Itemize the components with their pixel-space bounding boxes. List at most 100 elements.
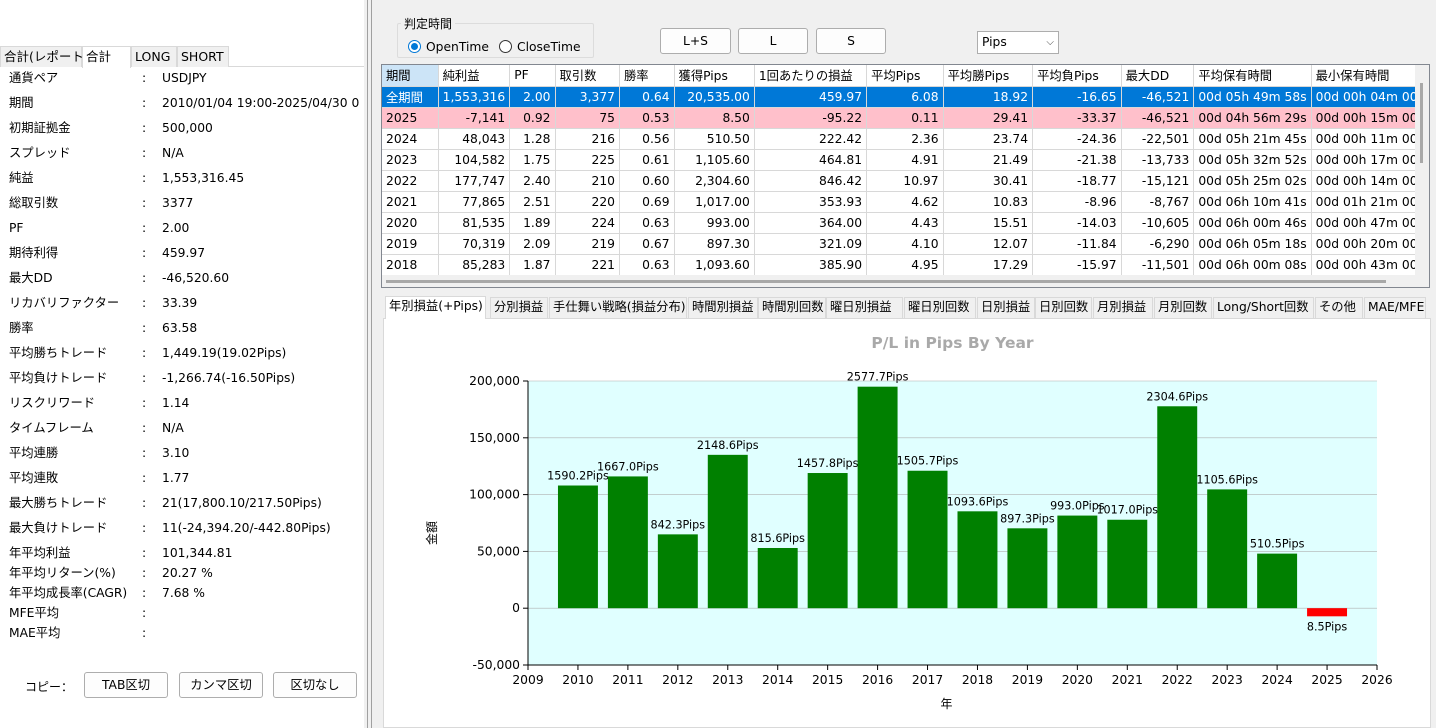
yearly-stats-grid[interactable]: 期間 純利益 PF 取引数 勝率 獲得Pips 1回あたりの損益 平均Pips 平均勝Pips 平… — [381, 64, 1430, 288]
table-cell: 104,582 — [438, 149, 511, 171]
unit-select[interactable]: Pips ⌵ — [977, 31, 1059, 54]
chart-tab[interactable]: MAE/MFE — [1364, 297, 1426, 318]
short-button[interactable]: S — [816, 28, 886, 54]
column-header[interactable]: 平均負Pips — [1032, 65, 1122, 87]
radio-opentime[interactable]: OpenTime — [408, 39, 489, 55]
bar — [757, 547, 798, 609]
column-header[interactable]: 期間 — [382, 65, 439, 87]
table-row[interactable]: 2025 -7,141 0.92 75 0.53 8.50 -95.22 0.11 29.41-… — [382, 107, 1429, 129]
stat-label: MFE平均 — [9, 606, 60, 620]
chart-tab[interactable]: 日別損益 — [977, 297, 1035, 318]
x-tick-label: 2020 — [1062, 673, 1093, 687]
table-cell: -21.38 — [1032, 149, 1122, 171]
column-header[interactable]: 最大DD — [1121, 65, 1195, 87]
table-cell: 897.30 — [674, 233, 755, 255]
chart-tab[interactable]: その他 — [1315, 297, 1363, 318]
table-row[interactable]: 2020 81,535 1.89 224 0.63 993.00 364.00 4.43 15.… — [382, 212, 1429, 234]
table-cell: 4.95 — [866, 254, 944, 276]
chart-tab[interactable]: 時間別回数 — [758, 297, 826, 318]
chart-tab[interactable]: 時間別損益 — [688, 297, 758, 318]
table-cell: 2019 — [382, 233, 439, 255]
table-row[interactable]: 全期間 1,553,316 2.00 3,377 0.64 20,535.00 459.97… — [382, 86, 1429, 108]
table-cell: 225 — [555, 149, 620, 171]
x-tick-label: 2009 — [512, 673, 543, 687]
table-cell: 321.09 — [754, 233, 868, 255]
table-cell: 219 — [555, 233, 620, 255]
tab-long[interactable]: LONG — [131, 46, 177, 67]
stat-separator: : — [142, 271, 147, 285]
column-header[interactable]: 平均勝Pips — [943, 65, 1034, 87]
stat-value: 7.68 % — [162, 586, 205, 600]
table-row[interactable]: 2022 177,747 2.40 210 0.60 2,304.60 846.42 10.9… — [382, 170, 1429, 192]
column-header[interactable]: 平均保有時間 — [1193, 65, 1312, 87]
table-row[interactable]: 2024 48,043 1.28 216 0.56 510.50 222.42 2.36 23.… — [382, 128, 1429, 150]
stat-label: 年平均成長率(CAGR) — [9, 586, 128, 600]
table-cell: 23.74 — [943, 128, 1034, 150]
y-tick-label: 50,000 — [477, 544, 520, 558]
copy-tab-button[interactable]: TAB区切 — [84, 672, 168, 698]
panel-splitter[interactable] — [364, 0, 376, 728]
column-header[interactable]: 純利益 — [438, 65, 511, 87]
stat-label: 平均負けトレード — [9, 371, 108, 385]
table-cell: 8.50 — [674, 107, 755, 129]
bar — [1257, 553, 1298, 609]
x-tick-label: 2015 — [812, 673, 843, 687]
stat-row: リスクリワード: 1.14 — [0, 393, 364, 413]
bar-data-label: 1590.2Pips — [547, 470, 609, 483]
chart-tab[interactable]: 月別損益 — [1093, 297, 1153, 318]
column-header[interactable]: 獲得Pips — [674, 65, 755, 87]
chart-tab[interactable]: 手仕舞い戦略(損益分布) — [549, 297, 687, 318]
chart-tab[interactable]: 曜日別損益 — [826, 297, 903, 318]
bar-data-label: 1105.6Pips — [1196, 473, 1258, 486]
stat-value: N/A — [162, 421, 184, 435]
table-cell: 510.50 — [674, 128, 755, 150]
vertical-scrollbar[interactable] — [1415, 65, 1429, 275]
stat-row: 期待利得: 459.97 — [0, 243, 364, 263]
bar — [1107, 519, 1148, 609]
chart-tab[interactable]: 日別回数 — [1035, 297, 1092, 318]
column-header[interactable]: PF — [509, 65, 556, 87]
column-header[interactable]: 取引数 — [555, 65, 620, 87]
table-cell: 222.42 — [754, 128, 868, 150]
chart-title: P/L in Pips By Year — [871, 334, 1034, 352]
column-header[interactable]: 勝率 — [619, 65, 675, 87]
table-cell: 459.97 — [754, 86, 868, 108]
table-cell: 2021 — [382, 191, 439, 213]
tab-total[interactable]: 合計 — [82, 46, 131, 68]
stat-value: USDJPY — [162, 71, 207, 85]
stat-row: スプレッド: N/A — [0, 143, 364, 163]
radio-closetime[interactable]: CloseTime — [499, 39, 581, 55]
chart-tab[interactable]: 分別損益 — [490, 297, 548, 318]
column-header[interactable]: 最小保有時間 — [1311, 65, 1429, 87]
chart-tab[interactable]: 月別回数 — [1154, 297, 1212, 318]
table-cell: 2.00 — [509, 86, 556, 108]
horizontal-scrollbar[interactable] — [382, 275, 1429, 287]
table-row[interactable]: 2019 70,319 2.09 219 0.67 897.30 321.09 4.10 12.… — [382, 233, 1429, 255]
stat-label: 年平均リターン(%) — [9, 566, 116, 580]
table-cell: 00d 00h 15m 00s — [1311, 107, 1429, 129]
copy-plain-button[interactable]: 区切なし — [273, 672, 357, 698]
table-cell: 48,043 — [438, 128, 511, 150]
table-cell: 00d 04h 56m 29s — [1193, 107, 1312, 129]
table-cell: 4.91 — [866, 149, 944, 171]
table-row[interactable]: 2018 85,283 1.87 221 0.63 1,093.60 385.90 4.95 1… — [382, 254, 1429, 276]
long-short-button[interactable]: L+S — [660, 28, 731, 54]
table-cell: 364.00 — [754, 212, 868, 234]
column-header[interactable]: 平均Pips — [866, 65, 944, 87]
copy-comma-button[interactable]: カンマ区切 — [179, 672, 263, 698]
table-cell: 0.92 — [509, 107, 556, 129]
chart-tab[interactable]: 曜日別回数 — [904, 297, 976, 318]
y-tick-label: -50,000 — [473, 658, 520, 672]
table-row[interactable]: 2023 104,582 1.75 225 0.61 1,105.60 464.81 4.91… — [382, 149, 1429, 171]
stat-value: 1,449.19(19.02Pips) — [162, 346, 287, 360]
chart-tab[interactable]: Long/Short回数 — [1213, 297, 1314, 318]
tab-short[interactable]: SHORT — [177, 46, 229, 67]
x-tick-label: 2021 — [1112, 673, 1143, 687]
x-axis-label: 年 — [940, 697, 952, 711]
chart-tab[interactable]: 年別損益(+Pips) — [385, 296, 486, 319]
table-row[interactable]: 2021 77,865 2.51 220 0.69 1,017.00 353.93 4.62 1… — [382, 191, 1429, 213]
long-button[interactable]: L — [738, 28, 808, 54]
stat-separator: : — [142, 471, 147, 485]
tab-total-report[interactable]: 合計(レポート) — [0, 46, 89, 67]
column-header[interactable]: 1回あたりの損益 — [754, 65, 868, 87]
